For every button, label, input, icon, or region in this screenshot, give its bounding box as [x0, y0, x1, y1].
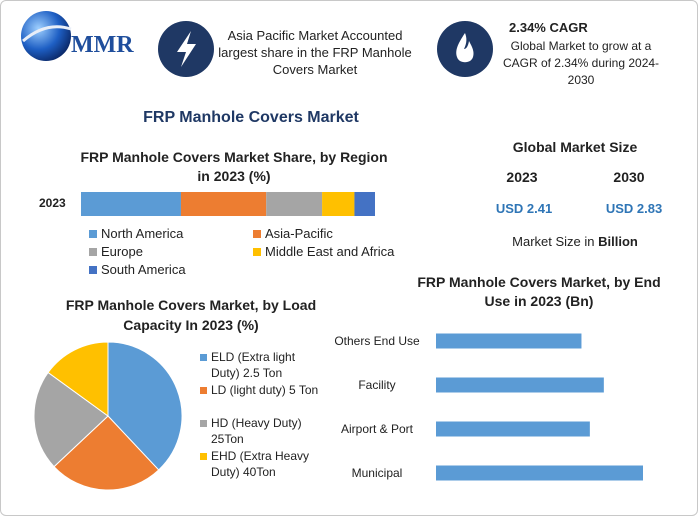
pie-slice: [47, 341, 109, 417]
legend-label: LD (light duty) 5 Ton: [211, 383, 319, 397]
legend-swatch: [89, 230, 97, 238]
legend-swatch: [200, 420, 207, 427]
bar-segment: [81, 192, 181, 216]
legend-label: ELD (Extra light Duty) 2.5 Ton: [211, 350, 296, 380]
legend-swatch: [89, 266, 97, 274]
legend-label: EHD (Extra Heavy Duty) 40Ton: [211, 449, 310, 479]
legend-swatch: [253, 230, 261, 238]
legend-label: Asia-Pacific: [265, 226, 333, 241]
category-label: 2023: [39, 196, 66, 210]
year: 2023: [506, 169, 538, 185]
legend-label: South America: [101, 262, 186, 277]
logo-swoosh: [22, 25, 72, 43]
year: 2030: [613, 169, 645, 185]
pie-slice: [33, 371, 109, 468]
market-size-note: Market Size in Billion: [475, 233, 675, 250]
legend-swatch: [200, 387, 207, 394]
note-unit: Billion: [598, 234, 638, 249]
legend-swatch: [200, 453, 207, 460]
info2: Global Market to grow at a CAGR of 2.34%…: [502, 39, 660, 87]
bar: [436, 377, 604, 393]
market-size-title: Global Market Size: [512, 139, 638, 155]
info1: Asia Pacific Market Accounted largest sh…: [218, 28, 412, 77]
icon-bolt: [177, 31, 196, 67]
bar: [436, 465, 643, 481]
category-label: Others End Use: [334, 333, 420, 348]
market-value: USD 2.41: [495, 201, 553, 216]
category-label: Facility: [358, 377, 396, 392]
bar-segment: [180, 192, 267, 216]
pie-slice: [107, 341, 183, 471]
chart-title: FRP Manhole Covers Market Share, by Regi…: [80, 149, 388, 184]
bar: [436, 421, 590, 437]
logo-globe: [21, 11, 71, 61]
market-value: USD 2.83: [605, 201, 663, 216]
pie-slice: [53, 415, 160, 491]
legend-label: North America: [101, 226, 184, 241]
chart-title: FRP Manhole Covers Market, by Load Capac…: [65, 297, 317, 333]
logo-text: MMR: [71, 32, 134, 58]
category-label: Municipal: [351, 465, 403, 480]
legend-swatch: [200, 354, 207, 361]
bar: [436, 333, 582, 349]
bar-segment: [354, 192, 375, 216]
main-title: FRP Manhole Covers Market: [143, 109, 359, 126]
category-label: Airport & Port: [340, 421, 414, 436]
info2-title: 2.34% CAGR: [509, 20, 588, 35]
legend-label: Europe: [101, 244, 143, 259]
legend-label: Middle East and Africa: [265, 244, 395, 259]
legend-label: HD (Heavy Duty) 25Ton: [211, 416, 302, 446]
icon-flame: [456, 33, 474, 63]
bar-segment: [322, 192, 355, 216]
legend-swatch: [89, 248, 97, 256]
chart-title: FRP Manhole Covers Market, by End Use in…: [417, 274, 661, 309]
legend-swatch: [253, 248, 261, 256]
note-text: Market Size in: [512, 234, 599, 249]
bar-segment: [266, 192, 323, 216]
